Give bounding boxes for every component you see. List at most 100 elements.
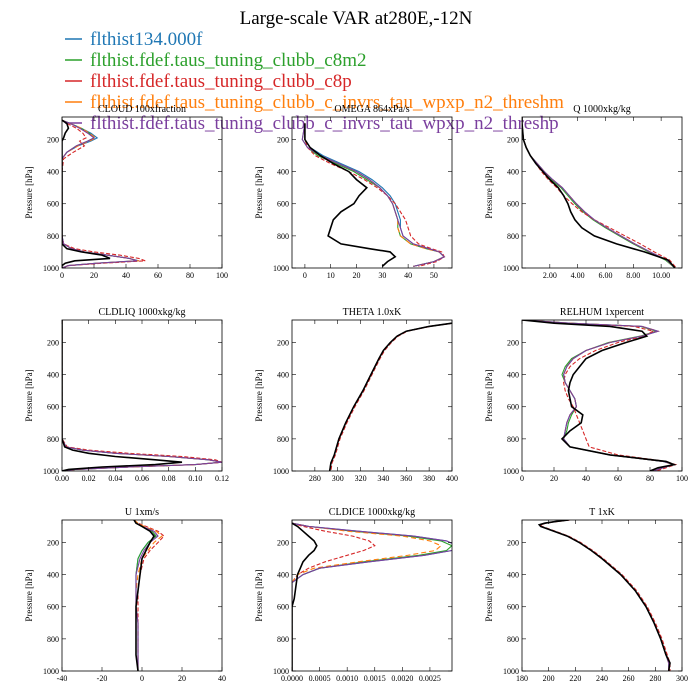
panel-title: CLDLIQ 1000xkg/kg bbox=[99, 307, 186, 318]
legend-item: flthist.fdef.taus_tuning_clubb_c8p bbox=[65, 71, 352, 92]
y-tick-label: 1000 bbox=[273, 667, 289, 676]
series-line bbox=[292, 522, 452, 671]
x-tick-label: 0.0020 bbox=[391, 674, 413, 683]
plot-frame bbox=[61, 319, 223, 472]
legend-label: flthist134.000f bbox=[90, 29, 203, 50]
y-tick-label: 800 bbox=[277, 435, 289, 444]
y-tick-label: 800 bbox=[507, 635, 519, 644]
series-line bbox=[304, 123, 446, 267]
y-tick-label: 800 bbox=[507, 232, 519, 241]
panel: CLOUD 100xfraction Pressure [hPa] 0 20 40 60 8… bbox=[24, 104, 228, 280]
panel-title: THETA 1.0xK bbox=[343, 307, 402, 318]
panel-title: T 1xK bbox=[589, 507, 615, 518]
y-tick-label: 600 bbox=[47, 200, 59, 209]
plot-area bbox=[301, 123, 446, 267]
series-line bbox=[522, 117, 677, 268]
x-tick-label: 20 bbox=[550, 474, 558, 483]
x-tick-label: 280 bbox=[649, 674, 661, 683]
y-tick-label: 1000 bbox=[273, 467, 289, 476]
series-line bbox=[62, 320, 222, 471]
plot-area bbox=[537, 520, 671, 671]
x-tick-label: 0 bbox=[140, 674, 144, 683]
series-line bbox=[292, 522, 443, 671]
series-line bbox=[304, 123, 446, 267]
y-tick-label: 600 bbox=[277, 200, 289, 209]
x-tick-label: 10.00 bbox=[652, 271, 670, 280]
y-tick-label: 200 bbox=[47, 538, 59, 547]
legend-label: flthist.fdef.taus_tuning_clubb_c_invrs_t… bbox=[90, 113, 559, 134]
legend-label: flthist.fdef.taus_tuning_clubb_c_invrs_t… bbox=[90, 92, 564, 113]
series-line bbox=[522, 320, 678, 471]
plot-frame bbox=[521, 519, 683, 672]
y-tick-label: 600 bbox=[47, 603, 59, 612]
x-tick-label: 0.10 bbox=[188, 474, 202, 483]
y-tick-label: 400 bbox=[47, 371, 59, 380]
x-tick-label: 400 bbox=[446, 474, 458, 483]
plot-frame bbox=[291, 116, 453, 269]
y-tick-label: 1000 bbox=[43, 264, 59, 273]
x-tick-label: 40 bbox=[122, 271, 130, 280]
series-line bbox=[538, 520, 670, 671]
y-axis-label: Pressure [hPa] bbox=[24, 166, 34, 218]
panel: CLDICE 1000xkg/kg Pressure [hPa] 0.0000 0.0… bbox=[254, 507, 453, 683]
plot-frame bbox=[521, 319, 683, 472]
figure-title: Large-scale VAR at280E,-12N bbox=[240, 8, 473, 29]
reference-line bbox=[304, 123, 397, 267]
y-tick-label: 200 bbox=[277, 338, 289, 347]
y-tick-label: 800 bbox=[507, 435, 519, 444]
plot-area bbox=[328, 322, 452, 471]
y-tick-label: 200 bbox=[47, 135, 59, 144]
y-tick-label: 200 bbox=[47, 338, 59, 347]
plot-area bbox=[522, 320, 678, 471]
y-tick-label: 800 bbox=[47, 232, 59, 241]
series-line bbox=[329, 322, 452, 471]
x-tick-label: 60 bbox=[154, 271, 162, 280]
plot-area bbox=[62, 119, 146, 268]
reference-line bbox=[62, 119, 111, 268]
x-tick-label: 10 bbox=[327, 271, 335, 280]
legend: flthist134.000f flthist.fdef.taus_tuning_… bbox=[65, 29, 564, 134]
series-line bbox=[329, 322, 452, 471]
x-tick-label: -20 bbox=[97, 674, 108, 683]
x-tick-label: 8.00 bbox=[626, 271, 640, 280]
x-tick-label: 40 bbox=[582, 474, 590, 483]
x-tick-label: 220 bbox=[569, 674, 581, 683]
y-tick-label: 600 bbox=[277, 403, 289, 412]
series-line bbox=[522, 117, 676, 268]
series-line bbox=[329, 322, 452, 471]
x-tick-label: 260 bbox=[623, 674, 635, 683]
x-tick-label: 0 bbox=[60, 271, 64, 280]
y-tick-label: 400 bbox=[507, 168, 519, 177]
series-line bbox=[329, 322, 452, 471]
plot-frame bbox=[291, 319, 453, 472]
series-line bbox=[304, 123, 446, 267]
y-axis-label: Pressure [hPa] bbox=[484, 166, 494, 218]
x-tick-label: 0.06 bbox=[135, 474, 149, 483]
x-tick-label: 60 bbox=[614, 474, 622, 483]
x-tick-label: 0.08 bbox=[162, 474, 176, 483]
series-line bbox=[62, 320, 222, 471]
series-line bbox=[62, 119, 138, 268]
x-tick-label: 0 bbox=[303, 271, 307, 280]
y-tick-label: 200 bbox=[507, 538, 519, 547]
y-tick-label: 600 bbox=[277, 603, 289, 612]
panel-title: RELHUM 1xpercent bbox=[560, 307, 644, 318]
y-axis-label: Pressure [hPa] bbox=[484, 569, 494, 621]
series-line bbox=[522, 320, 677, 471]
y-axis-label: Pressure [hPa] bbox=[254, 369, 264, 421]
x-tick-label: 0.12 bbox=[215, 474, 229, 483]
reference-line bbox=[62, 320, 183, 471]
legend-label: flthist.fdef.taus_tuning_clubb_c8p bbox=[90, 71, 352, 92]
x-tick-label: 200 bbox=[543, 674, 555, 683]
plot-frame bbox=[521, 116, 683, 269]
x-tick-label: 100 bbox=[216, 271, 228, 280]
panels: CLOUD 100xfraction Pressure [hPa] 0 20 40 60 8… bbox=[24, 104, 688, 683]
y-tick-label: 600 bbox=[507, 603, 519, 612]
y-tick-label: 400 bbox=[507, 571, 519, 580]
y-axis-label: Pressure [hPa] bbox=[484, 369, 494, 421]
x-tick-label: 0.0005 bbox=[309, 674, 331, 683]
y-tick-label: 200 bbox=[277, 135, 289, 144]
panel: T 1xK Pressure [hPa] 180 200 220 240 260 280 300… bbox=[484, 507, 688, 683]
series-line bbox=[62, 119, 139, 268]
series-line bbox=[522, 117, 676, 268]
